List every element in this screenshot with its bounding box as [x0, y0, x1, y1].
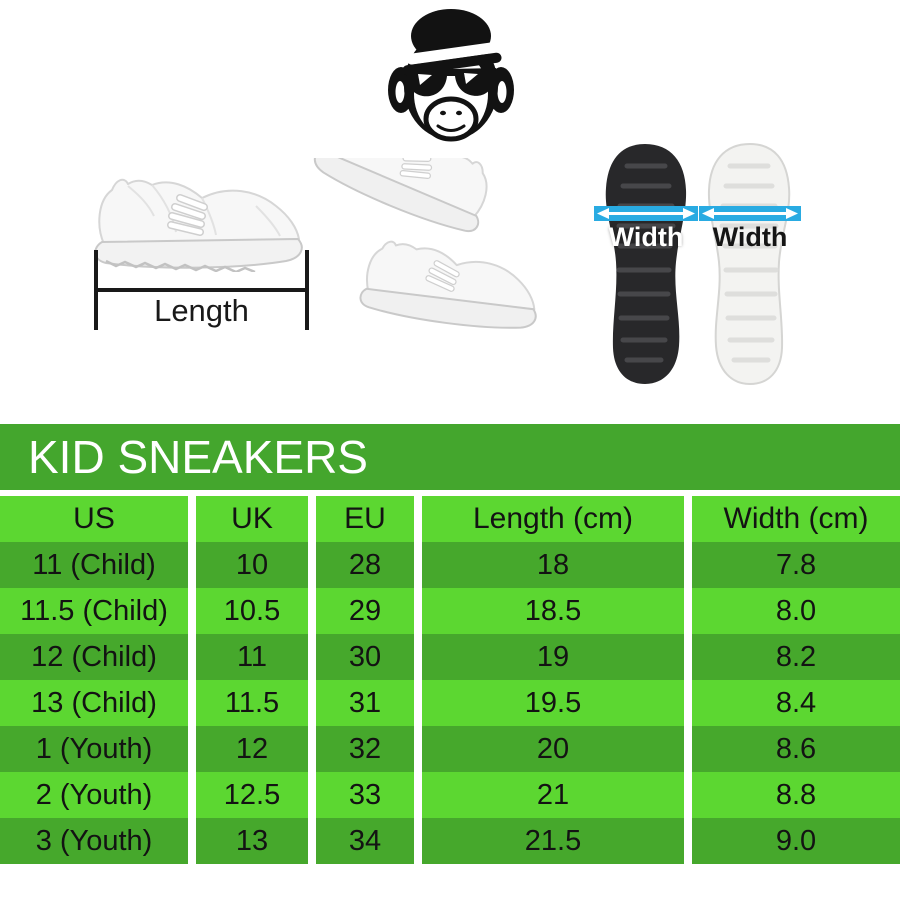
table-cell-length: 21.5: [422, 818, 684, 864]
width-arrow-bar-black-sole: [594, 206, 698, 221]
table-cell-length: 18.5: [422, 588, 684, 634]
table-cell-width: 8.4: [692, 680, 900, 726]
table-cell-us: 11.5 (Child): [0, 588, 188, 634]
table-cell-eu: 33: [316, 772, 414, 818]
table-cell-us: 11 (Child): [0, 542, 188, 588]
table-cell-width: 8.2: [692, 634, 900, 680]
sneaker-pair-icon: [303, 158, 573, 330]
sneaker-side-icon: [94, 178, 303, 272]
table-cell-width: 8.8: [692, 772, 900, 818]
width-arrow-icon: [597, 208, 695, 219]
table-title-band: KID SNEAKERS: [0, 424, 900, 490]
column-header-length: Length (cm): [422, 496, 684, 542]
table-cell-width: 7.8: [692, 542, 900, 588]
size-table: US UK EU Length (cm) Width (cm) 11 (Chil…: [0, 496, 900, 864]
column-header-us: US: [0, 496, 188, 542]
table-cell-eu: 28: [316, 542, 414, 588]
width-label-white-sole: Width: [712, 222, 788, 252]
table-cell-us: 12 (Child): [0, 634, 188, 680]
table-cell-us: 1 (Youth): [0, 726, 188, 772]
column-header-eu: EU: [316, 496, 414, 542]
table-cell-us: 2 (Youth): [0, 772, 188, 818]
length-bracket-bar: [94, 288, 309, 292]
table-row: 3 (Youth) 13 34 21.5 9.0: [0, 818, 900, 864]
width-arrow-icon: [702, 208, 798, 219]
width-label-black-sole: Width: [608, 222, 684, 252]
table-row: 1 (Youth) 12 32 20 8.6: [0, 726, 900, 772]
table-cell-eu: 29: [316, 588, 414, 634]
table-cell-uk: 11.5: [196, 680, 308, 726]
table-cell-length: 19: [422, 634, 684, 680]
table-cell-length: 20: [422, 726, 684, 772]
table-cell-us: 13 (Child): [0, 680, 188, 726]
table-title: KID SNEAKERS: [28, 431, 368, 483]
table-cell-eu: 32: [316, 726, 414, 772]
table-cell-eu: 34: [316, 818, 414, 864]
table-cell-uk: 12.5: [196, 772, 308, 818]
table-cell-uk: 12: [196, 726, 308, 772]
table-row: 2 (Youth) 12.5 33 21 8.8: [0, 772, 900, 818]
table-cell-width: 8.6: [692, 726, 900, 772]
table-cell-width: 8.0: [692, 588, 900, 634]
table-cell-uk: 10: [196, 542, 308, 588]
table-cell-eu: 31: [316, 680, 414, 726]
table-cell-us: 3 (Youth): [0, 818, 188, 864]
column-header-uk: UK: [196, 496, 308, 542]
length-label: Length: [154, 293, 249, 328]
table-cell-uk: 10.5: [196, 588, 308, 634]
table-row: 11 (Child) 10 28 18 7.8: [0, 542, 900, 588]
table-cell-length: 18: [422, 542, 684, 588]
table-header-row: US UK EU Length (cm) Width (cm): [0, 496, 900, 542]
table-row: 11.5 (Child) 10.5 29 18.5 8.0: [0, 588, 900, 634]
width-arrow-bar-white-sole: [699, 206, 801, 221]
column-header-width: Width (cm): [692, 496, 900, 542]
sole-black-icon: [605, 144, 687, 384]
table-cell-length: 19.5: [422, 680, 684, 726]
monkey-logo-icon: [388, 9, 514, 142]
table-cell-uk: 13: [196, 818, 308, 864]
table-cell-width: 9.0: [692, 818, 900, 864]
table-cell-eu: 30: [316, 634, 414, 680]
table-row: 13 (Child) 11.5 31 19.5 8.4: [0, 680, 900, 726]
table-cell-length: 21: [422, 772, 684, 818]
table-row: 12 (Child) 11 30 19 8.2: [0, 634, 900, 680]
table-cell-uk: 11: [196, 634, 308, 680]
sole-white-icon: [707, 142, 791, 386]
